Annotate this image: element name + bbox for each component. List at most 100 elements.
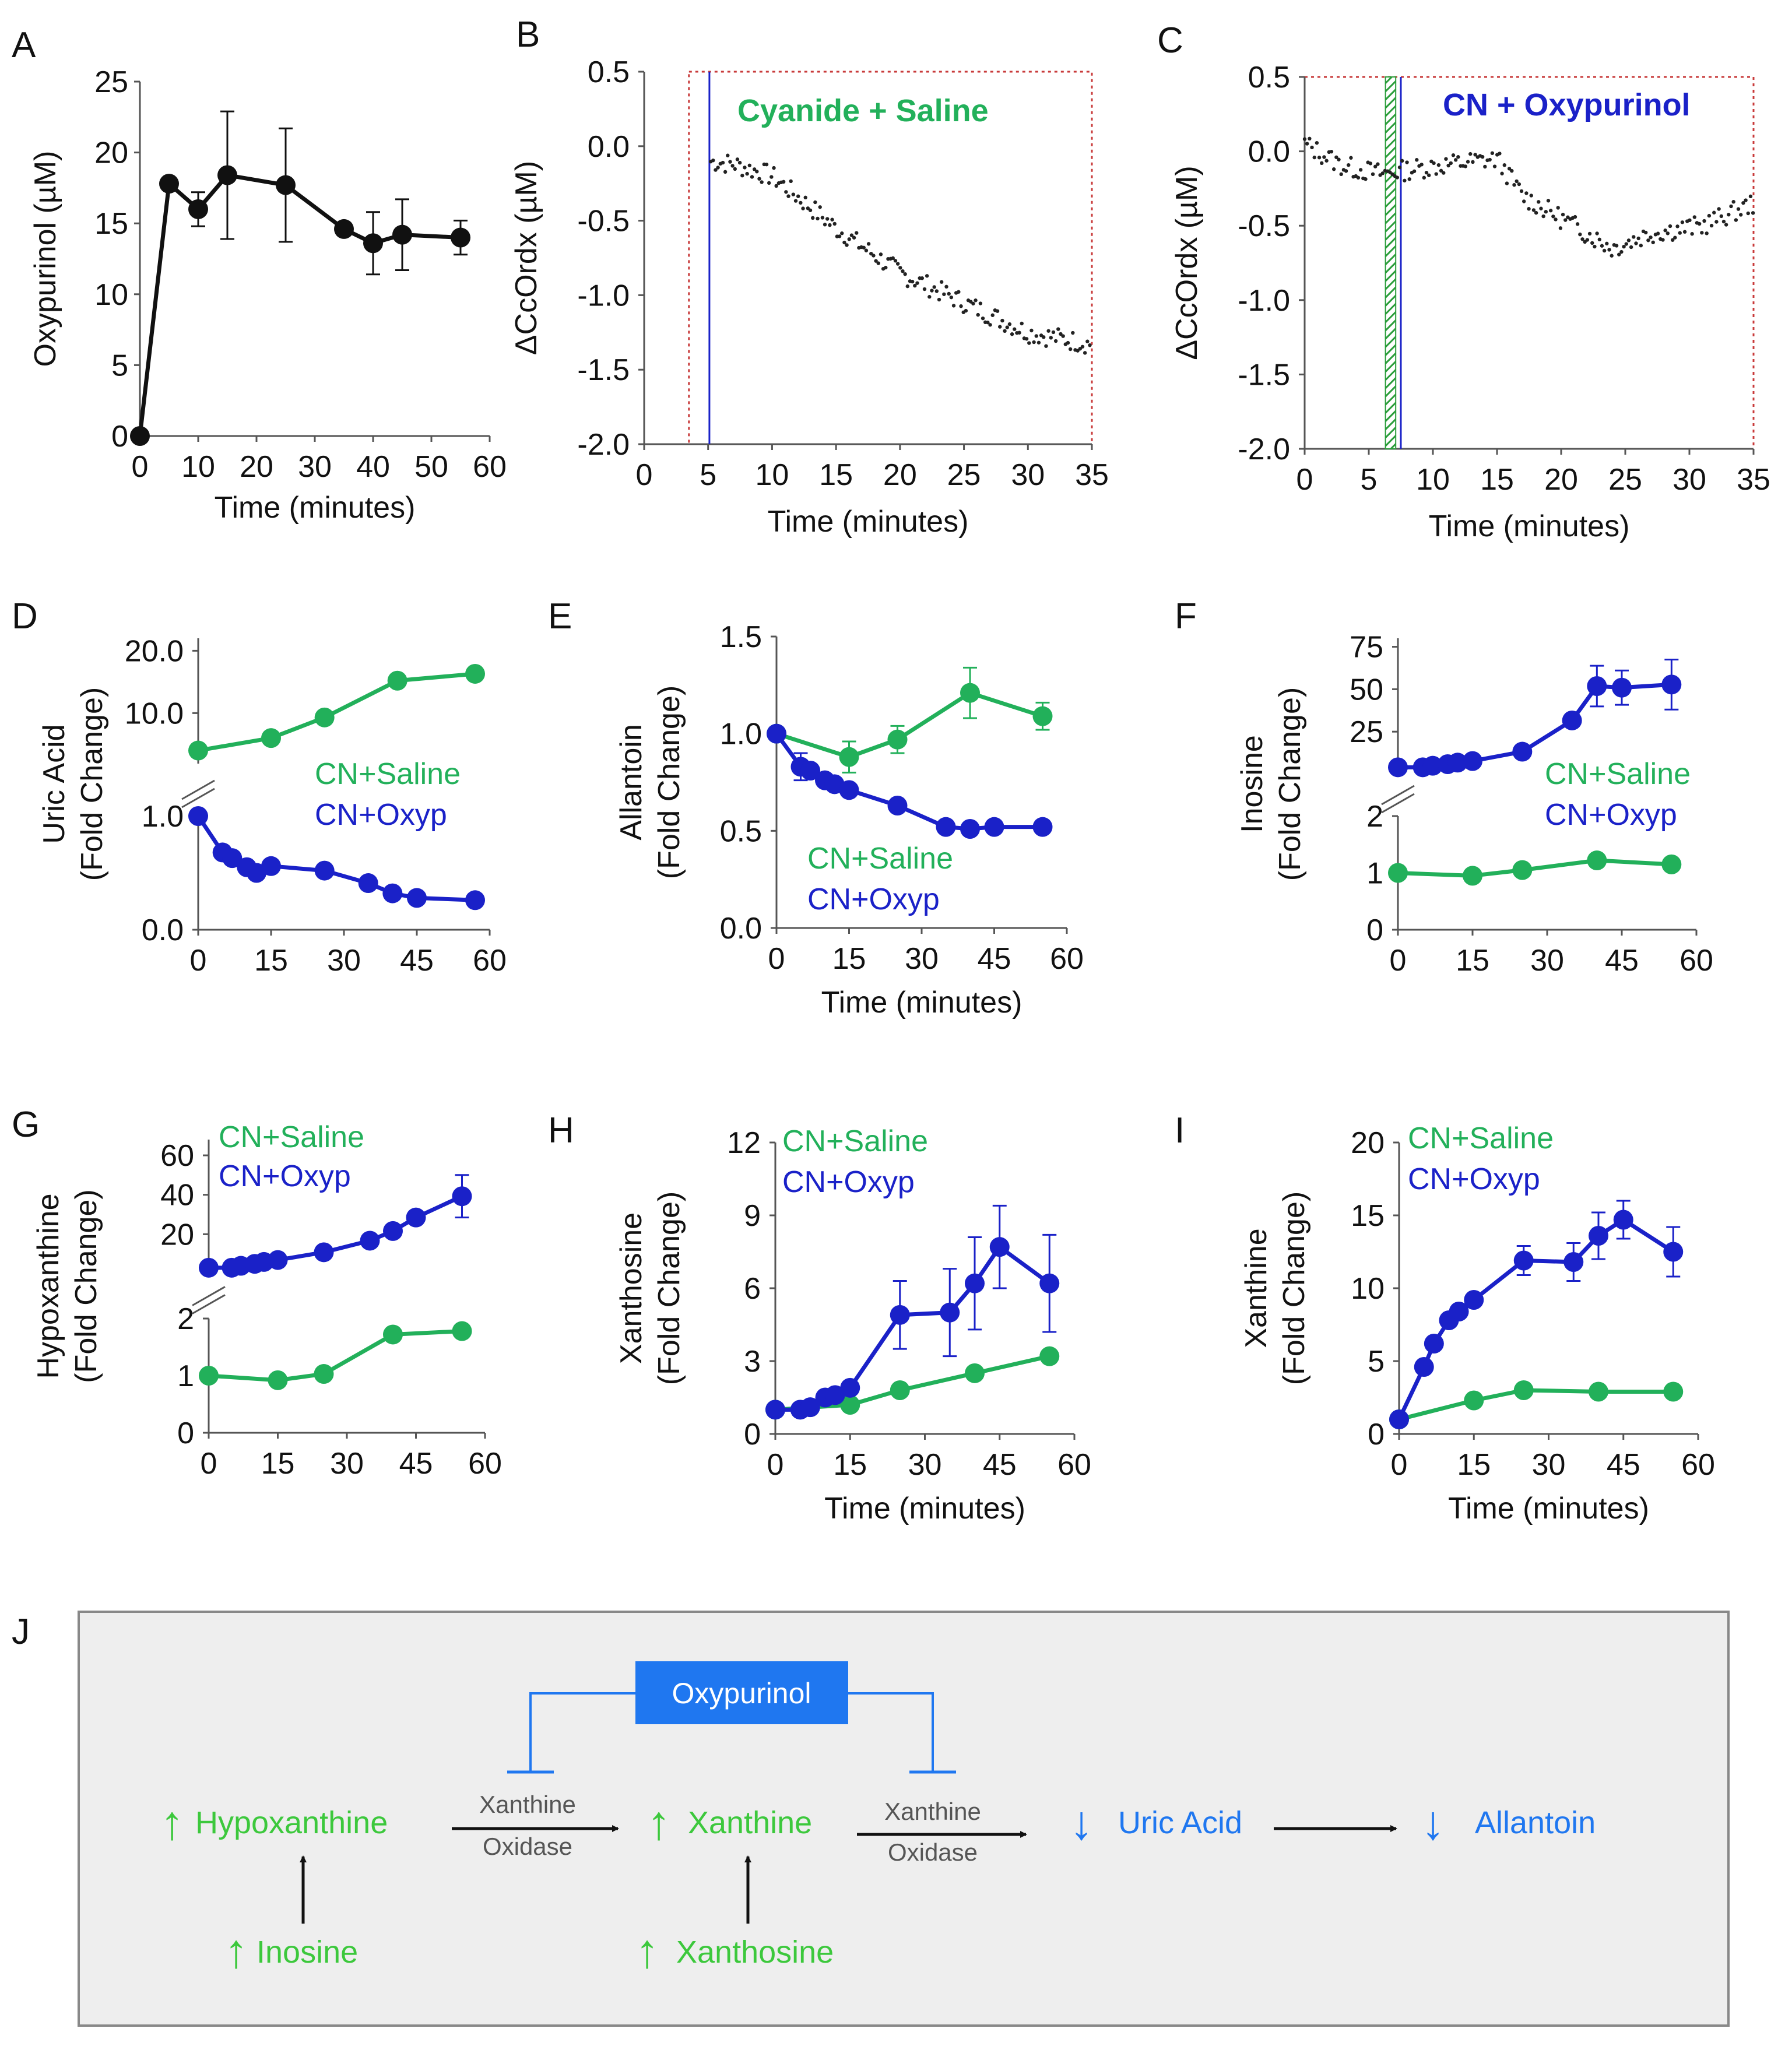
x-tick-label: 0 xyxy=(132,450,149,484)
y-tick-label: 1 xyxy=(177,1359,194,1393)
y-tick-label: -1.5 xyxy=(577,353,630,387)
x-tick-label: 0 xyxy=(1296,463,1313,497)
trace-point xyxy=(1059,332,1063,336)
trace-point xyxy=(1066,340,1070,345)
data-point xyxy=(188,806,208,826)
x-tick-label: 60 xyxy=(468,1447,502,1481)
data-point xyxy=(1512,741,1533,762)
x-tick-label: 25 xyxy=(947,458,981,492)
trace-point xyxy=(1020,321,1024,326)
trace-point xyxy=(1714,220,1719,224)
x-tick-label: 45 xyxy=(978,942,1011,976)
data-point xyxy=(989,1237,1010,1257)
y-tick-label: -1.0 xyxy=(1238,284,1290,318)
trace-point xyxy=(1024,337,1029,341)
x-tick-label: 15 xyxy=(819,458,853,492)
x-tick-label: 60 xyxy=(1679,944,1713,978)
y-tick-label: 75 xyxy=(1350,631,1383,665)
panel-label-E: E xyxy=(548,596,572,637)
trace-point xyxy=(1422,175,1426,180)
trace-point xyxy=(879,252,883,256)
y-tick-label: 0.0 xyxy=(1248,135,1290,169)
trace-point xyxy=(1419,163,1424,167)
y-tick-label: 25 xyxy=(1350,715,1383,749)
trace-point xyxy=(1305,142,1309,146)
trace-point xyxy=(1519,189,1524,194)
x-tick-label: 30 xyxy=(905,942,939,976)
x-tick-label: 60 xyxy=(473,944,507,978)
trace-point xyxy=(1636,236,1640,241)
x-tick-label: 15 xyxy=(832,942,866,976)
x-tick-label: 20 xyxy=(1544,463,1578,497)
y-axis-label: Uric Acid xyxy=(37,724,71,843)
trace-point xyxy=(1449,161,1453,166)
x-tick-label: 25 xyxy=(1608,463,1642,497)
data-point xyxy=(1661,674,1682,695)
trace-point xyxy=(1329,149,1334,154)
data-point xyxy=(1589,1381,1608,1402)
y-tick-label: 0.5 xyxy=(720,814,762,848)
data-point xyxy=(965,1273,985,1293)
y-axis-label: Inosine xyxy=(1235,735,1269,833)
trace-point xyxy=(1337,157,1341,161)
trace-point xyxy=(1347,163,1351,167)
data-point xyxy=(261,728,281,748)
trace-point xyxy=(1656,231,1660,235)
x-tick-label: 10 xyxy=(1416,463,1450,497)
y-axis-label: Xanthine xyxy=(1239,1228,1273,1348)
trace-point xyxy=(760,180,764,184)
trace-point xyxy=(1356,175,1361,180)
data-point xyxy=(1039,1273,1060,1293)
data-point xyxy=(1388,863,1408,883)
x-tick-label: 10 xyxy=(181,450,215,484)
trace-point xyxy=(1539,206,1543,210)
trace-point xyxy=(737,160,742,165)
trace-point xyxy=(1707,213,1712,218)
trace-point xyxy=(1027,341,1031,345)
data-point xyxy=(1663,1242,1684,1262)
trace-point xyxy=(791,192,796,196)
trace-point xyxy=(1502,163,1506,167)
legend-entry: CN+Oxyp xyxy=(1408,1162,1540,1196)
x-tick-label: 0 xyxy=(1391,1448,1408,1482)
trace-point xyxy=(927,295,932,299)
trace-point xyxy=(711,158,715,163)
trace-point xyxy=(1548,209,1553,213)
data-point xyxy=(199,1257,219,1278)
y-axis-label: (Fold Change) xyxy=(1277,1191,1311,1385)
data-point xyxy=(1424,1334,1444,1354)
data-point xyxy=(1447,753,1468,773)
trace-point xyxy=(743,166,747,170)
x-tick-label: 60 xyxy=(473,450,507,484)
trace-point xyxy=(750,175,754,179)
trace-point xyxy=(1492,164,1497,168)
trace-point xyxy=(1705,231,1709,235)
trace-point xyxy=(930,289,934,293)
axis-break-mark xyxy=(1381,785,1415,806)
y-axis-label: ΔCcOrdx (µM) xyxy=(1170,166,1204,360)
trace-point xyxy=(1724,223,1728,227)
trace-point xyxy=(1670,238,1675,242)
trace-point xyxy=(813,200,817,205)
diagram-background xyxy=(78,1611,1730,2027)
data-point xyxy=(960,683,980,703)
oxypurinol-box xyxy=(635,1661,848,1724)
node-xanthine: Xanthine xyxy=(688,1805,812,1840)
trace-point xyxy=(1585,238,1590,242)
trace-point xyxy=(1315,140,1319,145)
trace-point xyxy=(1434,172,1438,176)
chart-H: H 0 3 6 9 12 0 15 30 45 60 Time (minutes) Xanthosine… xyxy=(548,1110,1091,1525)
trace-point xyxy=(1510,168,1514,173)
trace-point xyxy=(1331,167,1336,171)
data-point xyxy=(358,873,378,894)
down-arrow-icon: ↓ xyxy=(1070,1797,1094,1850)
trace-point xyxy=(1451,153,1456,157)
trace-point xyxy=(1751,211,1755,215)
trace-point xyxy=(915,281,919,285)
data-point xyxy=(840,1377,860,1398)
y-tick-label: 2 xyxy=(1366,800,1383,834)
data-point xyxy=(800,1397,820,1418)
data-point xyxy=(765,1400,785,1420)
trace-point xyxy=(1719,214,1723,219)
legend-entry: CN+Saline xyxy=(315,757,461,791)
